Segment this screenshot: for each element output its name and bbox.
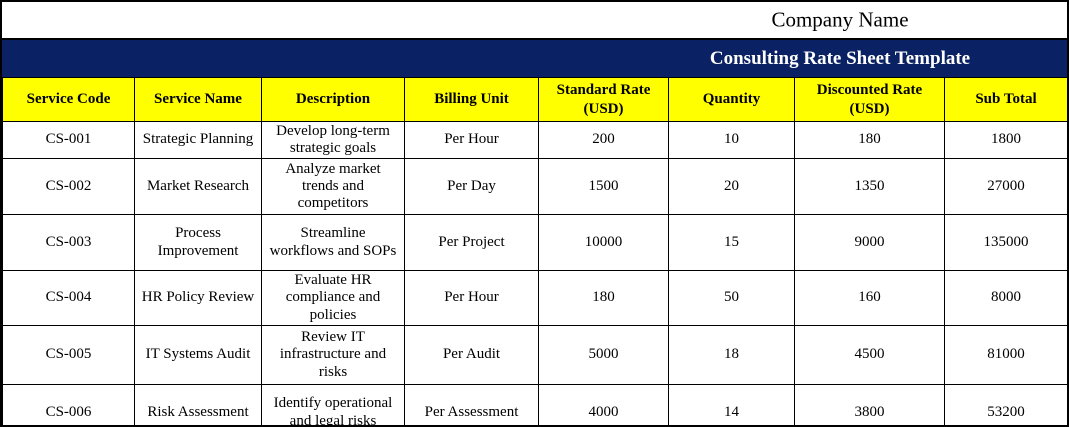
cell-sub-total: 81000 — [944, 325, 1067, 385]
cell-sub-total: 135000 — [944, 214, 1067, 271]
cell-description: Identify operational and legal risks — [261, 384, 405, 427]
column-header-billing-unit: Billing Unit — [404, 77, 539, 122]
cell-service-code: CS-001 — [2, 121, 135, 159]
cell-service-name: IT Systems Audit — [134, 325, 262, 385]
table-row: CS-006 Risk Assessment Identify operatio… — [2, 384, 1067, 427]
cell-quantity: 50 — [668, 270, 795, 326]
cell-service-name: HR Policy Review — [134, 270, 262, 326]
cell-standard-rate: 4000 — [538, 384, 669, 425]
header-row: Service Code Service Name Description Bi… — [2, 77, 1067, 122]
description-text: Streamline workflows and SOPs — [269, 225, 397, 259]
column-header-description: Description — [261, 77, 405, 122]
description-text: Develop long-term strategic goals — [276, 122, 390, 156]
cell-discounted-rate: 9000 — [794, 214, 945, 271]
cell-billing-unit: Per Hour — [404, 270, 539, 326]
column-header-quantity: Quantity — [668, 77, 795, 122]
cell-service-code: CS-006 — [2, 384, 135, 425]
description-text: Review IT infrastructure and risks — [279, 329, 387, 380]
cell-discounted-rate: 1350 — [794, 158, 945, 215]
company-name: Company Name — [771, 7, 909, 32]
column-header-discounted-rate: Discounted Rate (USD) — [794, 77, 945, 122]
cell-service-code: CS-003 — [2, 214, 135, 271]
title-banner: Consulting Rate Sheet Template — [2, 40, 1067, 77]
cell-standard-rate: 200 — [538, 121, 669, 159]
cell-quantity: 14 — [668, 384, 795, 425]
cell-service-code: CS-004 — [2, 270, 135, 326]
cell-service-name: Strategic Planning — [134, 121, 262, 159]
cell-sub-total: 53200 — [944, 384, 1067, 425]
sheet-title: Consulting Rate Sheet Template — [709, 47, 971, 69]
description-text: Identify operational and legal risks — [273, 395, 393, 427]
cell-sub-total: 27000 — [944, 158, 1067, 215]
cell-service-name: Market Research — [134, 158, 262, 215]
table-row: CS-002 Market Research Analyze market tr… — [2, 158, 1067, 215]
cell-discounted-rate: 4500 — [794, 325, 945, 385]
cell-service-code: CS-005 — [2, 325, 135, 385]
cell-billing-unit: Per Audit — [404, 325, 539, 385]
cell-billing-unit: Per Assessment — [404, 384, 539, 425]
description-text: Evaluate HR compliance and policies — [285, 272, 381, 323]
cell-sub-total: 1800 — [944, 121, 1067, 159]
cell-sub-total: 8000 — [944, 270, 1067, 326]
cell-billing-unit: Per Day — [404, 158, 539, 215]
cell-description: Streamline workflows and SOPs — [261, 214, 405, 271]
cell-standard-rate: 1500 — [538, 158, 669, 215]
cell-service-name: Process Improvement — [134, 214, 262, 271]
column-header-service-code: Service Code — [2, 77, 135, 122]
table-row: CS-001 Strategic Planning Develop long-t… — [2, 121, 1067, 159]
rate-table: Service Code Service Name Description Bi… — [2, 77, 1067, 427]
cell-quantity: 10 — [668, 121, 795, 159]
column-header-standard-rate: Standard Rate (USD) — [538, 77, 669, 122]
table-row: CS-005 IT Systems Audit Review IT infras… — [2, 325, 1067, 385]
cell-description: Review IT infrastructure and risks — [261, 325, 405, 385]
description-text: Analyze market trends and competitors — [285, 160, 381, 212]
cell-standard-rate: 180 — [538, 270, 669, 326]
cell-service-code: CS-002 — [2, 158, 135, 215]
cell-discounted-rate: 180 — [794, 121, 945, 159]
cell-standard-rate: 10000 — [538, 214, 669, 271]
cell-discounted-rate: 3800 — [794, 384, 945, 425]
column-header-service-name: Service Name — [134, 77, 262, 122]
cell-standard-rate: 5000 — [538, 325, 669, 385]
cell-billing-unit: Per Project — [404, 214, 539, 271]
cell-service-name: Risk Assessment — [134, 384, 262, 425]
cell-description: Analyze market trends and competitors — [261, 158, 405, 215]
company-name-row: Company Name — [2, 2, 1067, 40]
cell-discounted-rate: 160 — [794, 270, 945, 326]
column-header-sub-total: Sub Total — [944, 77, 1067, 122]
cell-description: Develop long-term strategic goals — [261, 121, 405, 159]
table-row: CS-003 Process Improvement Streamline wo… — [2, 214, 1067, 271]
cell-quantity: 15 — [668, 214, 795, 271]
cell-billing-unit: Per Hour — [404, 121, 539, 159]
cell-quantity: 18 — [668, 325, 795, 385]
cell-quantity: 20 — [668, 158, 795, 215]
cell-description: Evaluate HR compliance and policies — [261, 270, 405, 326]
table-row: CS-004 HR Policy Review Evaluate HR comp… — [2, 270, 1067, 326]
